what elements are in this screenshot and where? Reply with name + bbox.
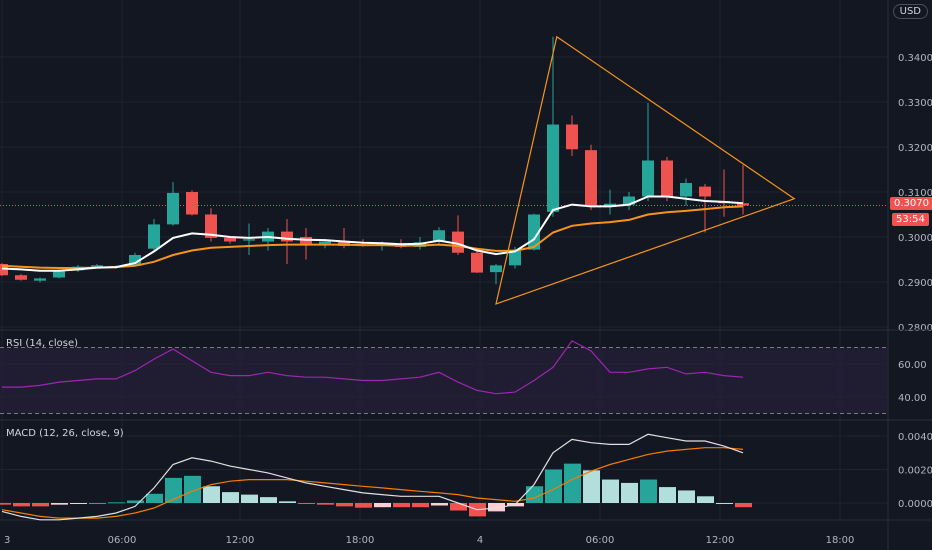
candle-body [433,230,445,242]
candle-body [642,160,654,197]
macd-histogram-bar [393,503,410,508]
y-tick-label: 0.3300 [898,98,932,109]
candle-body [680,183,692,197]
candle-body [243,239,255,241]
macd-histogram-bar [222,492,239,503]
rsi-tick-label: 40.00 [898,393,927,404]
macd-tick-label: 0.0040 [898,432,932,443]
candle-body [547,124,559,212]
x-tick-label: 3 [4,535,10,546]
candle-body [167,192,179,225]
candle-body [186,192,198,215]
candle-body [205,214,217,238]
x-tick-label: 06:00 [586,535,615,546]
x-tick-label: 12:00 [226,535,255,546]
macd-histogram-bar [51,503,68,505]
macd-histogram-bar [697,496,714,503]
macd-histogram-bar [165,477,182,503]
macd-histogram-bar [146,493,163,503]
macd-histogram-bar [374,503,391,508]
macd-histogram-bar [0,503,11,505]
macd-histogram-bar [716,503,733,504]
macd-histogram-bar [298,503,315,504]
macd-histogram-bar [279,501,296,503]
y-tick-label: 0.3400 [898,53,932,64]
rsi-title: RSI (14, close) [6,338,79,349]
macd-histogram-bar [488,503,505,512]
macd-signal-line [1,447,744,519]
x-tick-label: 4 [477,535,483,546]
macd-histogram-bar [431,503,448,506]
candle-body [34,278,46,281]
currency-badge[interactable]: USD [892,4,928,19]
candle-body [15,275,27,280]
candle-body [566,124,578,150]
macd-histogram-bar [260,497,277,503]
rsi-tick-label: 60.00 [898,360,927,371]
macd-histogram-bar [583,470,600,503]
candle-body [699,186,711,197]
candle-body [224,237,236,242]
macd-histogram-bar [450,503,467,511]
macd-histogram-bar [659,487,676,503]
macd-histogram-bar [317,503,334,505]
macd-histogram-bar [621,482,638,503]
candle-body [319,241,331,244]
candle-body [53,270,65,278]
candle-body [471,252,483,273]
ema-fast-line [1,195,744,272]
x-tick-label: 18:00 [346,535,375,546]
macd-histogram-bar [545,469,562,503]
macd-histogram-bar [13,503,30,507]
candle-body [452,231,464,253]
macd-histogram-bar [127,500,144,503]
macd-histogram-bar [203,486,220,503]
macd-histogram-bar [602,479,619,503]
candle-body [737,203,749,206]
rsi-line [2,340,744,395]
y-tick-label: 0.3100 [898,188,932,199]
y-tick-label: 0.3000 [898,233,932,244]
macd-histogram-bar [678,490,695,503]
macd-histogram-bar [735,503,752,508]
candle-body [148,224,160,249]
macd-title: MACD (12, 26, close, 9) [6,428,124,439]
triangle-pattern [495,35,796,305]
macd-histogram-bar [184,475,201,503]
macd-histogram-bar [640,479,657,503]
macd-histogram-bar [564,463,581,503]
x-tick-label: 06:00 [108,535,137,546]
candle-body [281,231,293,242]
candle-body [623,196,635,205]
last-price-label: 0.3070 [890,197,932,210]
macd-histogram-bar [32,503,49,507]
macd-histogram-bar [412,503,429,508]
macd-histogram-bar [70,503,87,504]
macd-histogram-bar [241,494,258,503]
candle-body [604,203,616,207]
y-tick-label: 0.2800 [898,323,932,334]
macd-histogram-bar [355,503,372,508]
candle-body [91,265,103,267]
rsi-band [0,347,888,414]
candle-body [0,264,8,276]
macd-line [1,433,744,521]
candle-body [490,265,502,273]
macd-tick-label: 0.0020 [898,466,932,477]
y-tick-label: 0.2900 [898,278,932,289]
candle-body [661,160,673,197]
candle-body [129,255,141,266]
x-tick-label: 12:00 [706,535,735,546]
y-tick-label: 0.3200 [898,143,932,154]
candle-countdown-label: 53:54 [892,213,929,226]
ema-slow-line [1,205,744,269]
macd-histogram-bar [108,502,125,504]
macd-histogram-bar [336,503,353,507]
candle-body [509,249,521,266]
candle-body [585,150,597,207]
macd-histogram-bar [89,503,106,504]
x-tick-label: 18:00 [826,535,855,546]
macd-tick-label: 0.0000 [898,499,932,510]
